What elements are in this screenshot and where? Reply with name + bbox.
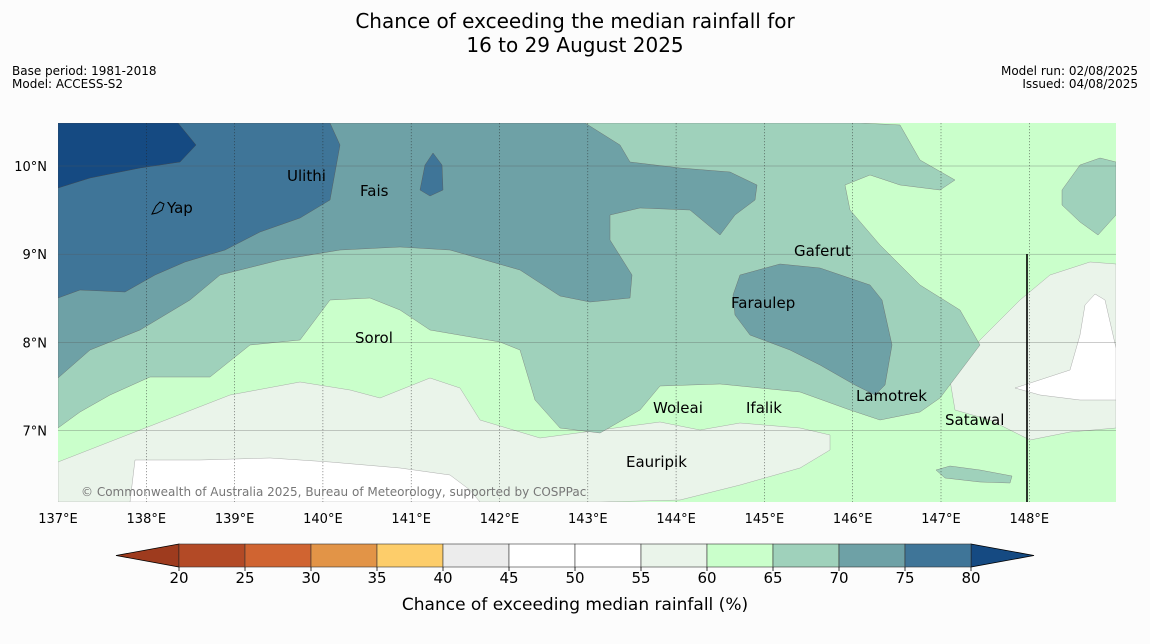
longitude-label: 140°E	[303, 512, 343, 527]
colorbar-tick-label: 65	[763, 569, 782, 587]
band-50-55-south	[129, 457, 481, 502]
longitude-label: 146°E	[833, 512, 873, 527]
colorbar-swatch	[310, 543, 378, 568]
longitude-label: 139°E	[215, 512, 255, 527]
place-satawal: Satawal	[945, 411, 1004, 429]
latitude-label: 10°N	[14, 160, 47, 175]
place-sorol: Sorol	[355, 329, 393, 347]
colorbar-swatch	[904, 543, 972, 568]
place-ulithi: Ulithi	[287, 167, 326, 185]
graticule	[58, 123, 1116, 502]
longitude-label: 141°E	[391, 512, 431, 527]
colorbar-swatch	[838, 543, 906, 568]
meta-left: Base period: 1981-2018 Model: ACCESS-S2	[12, 65, 157, 91]
model-name: Model: ACCESS-S2	[12, 77, 124, 91]
band-65-70-ne-patch	[1061, 157, 1116, 236]
band-50-55-east	[1014, 293, 1116, 401]
map-shading	[58, 123, 1116, 502]
longitude-label: 142°E	[480, 512, 520, 527]
colorbar-tick-label: 55	[631, 569, 650, 587]
title-line-1: Chance of exceeding the median rainfall …	[355, 9, 795, 33]
colorbar-tick-label: 20	[169, 569, 188, 587]
colorbar-tick-label: 75	[895, 569, 914, 587]
colorbar-swatch	[442, 543, 510, 568]
colorbar-tick-label: 40	[433, 569, 452, 587]
place-woleai: Woleai	[653, 399, 703, 417]
latitude-label: 7°N	[23, 425, 48, 440]
place-fais: Fais	[360, 182, 389, 200]
latitude-labels: 10°N 9°N 8°N 7°N	[14, 160, 47, 440]
longitude-label: 138°E	[127, 512, 167, 527]
base-period: Base period: 1981-2018	[12, 64, 157, 78]
longitude-label: 148°E	[1010, 512, 1050, 527]
colorbar-label: Chance of exceeding median rainfall (%)	[402, 595, 748, 615]
colorbar-tick-label: 80	[961, 569, 980, 587]
place-ifalik: Ifalik	[746, 399, 782, 417]
place-yap: Yap	[166, 199, 193, 217]
band-above-80	[58, 123, 197, 189]
latitude-label: 9°N	[23, 248, 48, 263]
colorbar-tick-label: 50	[565, 569, 584, 587]
longitude-label: 143°E	[568, 512, 608, 527]
copyright-notice: © Commonwealth of Australia 2025, Bureau…	[81, 485, 586, 499]
colorbar-swatch	[244, 543, 312, 568]
colorbar-tick-label: 60	[697, 569, 716, 587]
colorbar-tick-label: 70	[829, 569, 848, 587]
longitude-label: 147°E	[921, 512, 961, 527]
band-75-80-patch	[419, 152, 444, 197]
issued-date: Issued: 04/08/2025	[1022, 77, 1138, 91]
latitude-label: 8°N	[23, 336, 48, 351]
model-run: Model run: 02/08/2025	[1000, 64, 1138, 78]
colorbar-swatch	[574, 543, 642, 568]
colorbar-under-arrow	[115, 543, 180, 568]
colorbar-swatch	[178, 543, 246, 568]
place-faraulep: Faraulep	[731, 294, 795, 312]
colorbar: 20 25 30 35 40 45 50 55 60 65 70 75 80	[115, 543, 1035, 587]
colorbar-tick-label: 45	[499, 569, 518, 587]
colorbar-swatch	[706, 543, 774, 568]
colorbar-swatch	[508, 543, 576, 568]
place-gaferut: Gaferut	[794, 242, 851, 260]
longitude-label: 137°E	[38, 512, 78, 527]
colorbar-tick-label: 25	[235, 569, 254, 587]
yap-island-outline	[151, 201, 165, 215]
meta-right: Model run: 02/08/2025 Issued: 04/08/2025	[1001, 65, 1138, 91]
longitude-label: 145°E	[745, 512, 785, 527]
longitude-label: 144°E	[656, 512, 696, 527]
band-70-75-east-patch	[732, 263, 893, 396]
title-line-2: 16 to 29 August 2025	[466, 33, 684, 57]
colorbar-over-arrow	[970, 543, 1035, 568]
place-eauripik: Eauripik	[626, 453, 687, 471]
place-lamotrek: Lamotrek	[856, 387, 927, 405]
longitude-labels: 137°E 138°E 139°E 140°E 141°E 142°E 143°E 144°E…	[38, 512, 1049, 527]
colorbar-tick-label: 30	[301, 569, 320, 587]
colorbar-swatch	[640, 543, 708, 568]
colorbar-swatch	[772, 543, 840, 568]
band-65-70-se-patch	[935, 465, 1013, 484]
place-labels: Yap Ulithi Fais Gaferut Faraulep Sorol W…	[166, 167, 1004, 471]
colorbar-swatch	[376, 543, 444, 568]
map-title: Chance of exceeding the median rainfall …	[0, 9, 1150, 57]
colorbar-tick-label: 35	[367, 569, 386, 587]
